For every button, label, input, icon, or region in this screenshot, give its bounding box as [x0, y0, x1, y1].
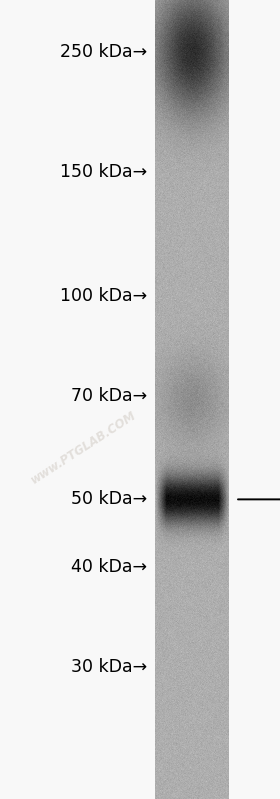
Text: 70 kDa→: 70 kDa→ — [71, 387, 147, 404]
Text: 30 kDa→: 30 kDa→ — [71, 658, 147, 676]
Text: 50 kDa→: 50 kDa→ — [71, 491, 147, 508]
Text: 40 kDa→: 40 kDa→ — [71, 559, 147, 576]
Text: 250 kDa→: 250 kDa→ — [60, 43, 147, 61]
Text: 100 kDa→: 100 kDa→ — [60, 287, 147, 304]
Text: www.PTGLAB.COM: www.PTGLAB.COM — [29, 408, 139, 487]
Text: 150 kDa→: 150 kDa→ — [60, 163, 147, 181]
